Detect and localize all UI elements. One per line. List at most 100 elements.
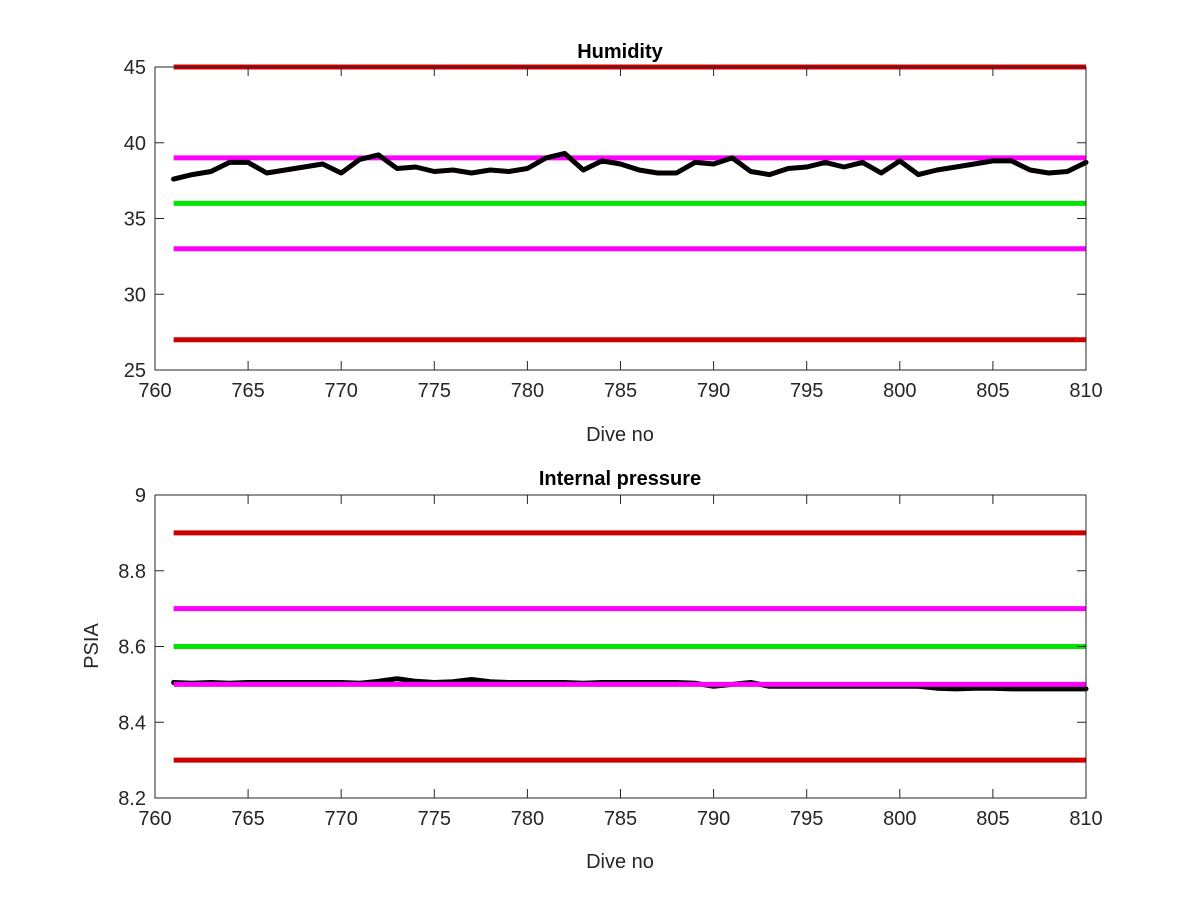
internal-pressure-data-point: [395, 677, 399, 681]
internal-pressure-chart-marks: [171, 530, 1089, 763]
humidity-data-point: [600, 159, 604, 163]
humidity-data-point: [488, 168, 492, 172]
internal-pressure-y-tick-label: 8.2: [118, 788, 146, 810]
humidity-data-point: [376, 153, 380, 157]
humidity-y-tick-label: 45: [124, 57, 146, 79]
internal-pressure-x-tick-label: 785: [604, 808, 637, 830]
internal-pressure-y-tick-label: 8.8: [118, 561, 146, 583]
internal-pressure-y-tick-label: 9: [135, 485, 146, 507]
humidity-data-point: [954, 165, 958, 169]
internal-pressure-data-point: [470, 678, 473, 681]
humidity-data-point: [1047, 171, 1051, 175]
humidity-data-point: [1065, 170, 1069, 173]
humidity-data-point: [637, 168, 641, 172]
internal-pressure-x-axis-label: Dive no: [586, 851, 654, 873]
humidity-ticks: 760 765 770 775 780 785 790 795 800 805 810 25 30 35 4…: [124, 57, 1103, 402]
internal-pressure-x-tick-label: 775: [418, 808, 451, 830]
humidity-y-tick-label: 30: [124, 284, 146, 306]
humidity-data-point: [321, 162, 325, 166]
humidity-data-point: [544, 156, 548, 160]
internal-pressure-data-point: [935, 686, 939, 690]
humidity-data-point: [712, 162, 716, 166]
humidity-data-point: [693, 160, 697, 164]
humidity-data-point: [619, 162, 622, 166]
humidity-x-tick-label: 760: [138, 380, 171, 402]
humidity-x-tick-label: 775: [418, 380, 451, 402]
humidity-data-point: [395, 167, 399, 170]
humidity-data-point: [507, 170, 511, 173]
humidity-x-tick-label: 770: [325, 380, 358, 402]
humidity-data-point: [656, 171, 660, 175]
internal-pressure-data-point: [972, 686, 976, 690]
humidity-y-tick-label: 40: [124, 133, 146, 155]
internal-pressure-y-tick-label: 8.4: [118, 712, 146, 734]
humidity-data-point: [805, 165, 809, 169]
humidity-data-point: [842, 165, 846, 169]
humidity-data-point: [916, 173, 920, 177]
internal-pressure-x-tick-label: 760: [138, 808, 171, 830]
internal-pressure-y-axis-label: PSIA: [81, 623, 103, 669]
humidity-data-point: [563, 151, 567, 155]
internal-pressure-x-tick-label: 795: [790, 808, 823, 830]
humidity-data-point: [432, 170, 436, 173]
humidity-x-tick-label: 800: [883, 380, 916, 402]
humidity-x-tick-label: 795: [790, 380, 823, 402]
internal-pressure-chart-title: Internal pressure: [539, 468, 701, 490]
internal-pressure-y-tick-label: 8.6: [118, 637, 146, 659]
humidity-data-point: [358, 157, 362, 161]
humidity-x-tick-label: 785: [604, 380, 637, 402]
humidity-data-point: [302, 165, 306, 169]
humidity-x-tick-label: 790: [697, 380, 730, 402]
humidity-data-point: [190, 173, 194, 177]
humidity-data-point: [265, 171, 269, 175]
internal-pressure-data-point: [1028, 687, 1032, 691]
humidity-data-point: [228, 160, 231, 164]
humidity-data-point: [581, 168, 585, 172]
humidity-data-point: [414, 165, 418, 169]
humidity-x-tick-label: 810: [1069, 380, 1102, 402]
humidity-x-tick-label: 805: [976, 380, 1009, 402]
humidity-data-point: [209, 170, 213, 173]
humidity-x-tick-label: 780: [511, 380, 544, 402]
internal-pressure-x-tick-label: 780: [511, 808, 544, 830]
humidity-data-point: [172, 177, 176, 181]
internal-pressure-x-tick-label: 770: [325, 808, 358, 830]
humidity-y-tick-label: 35: [124, 209, 146, 231]
humidity-data-point: [470, 171, 473, 175]
internal-pressure-data-point: [954, 687, 958, 691]
internal-pressure-x-tick-label: 805: [976, 808, 1009, 830]
humidity-data-point: [935, 168, 939, 172]
internal-pressure-chart: Internal pressure 760 765 770 775 780 785 790 7…: [81, 468, 1103, 873]
internal-pressure-ticks: 760 765 770 775 780 785 790 795 800 805 810 8.2 8.4 8…: [118, 485, 1103, 830]
humidity-data-point: [1010, 159, 1013, 163]
humidity-data-point: [730, 156, 734, 160]
humidity-data-point: [451, 168, 455, 172]
humidity-data-point: [674, 171, 678, 175]
humidity-y-tick-label: 25: [124, 360, 146, 382]
humidity-data-point: [786, 167, 790, 170]
humidity-data-point: [823, 160, 827, 164]
humidity-chart: Humidity 760 765 770 775 780 785 790 795 800 805 8…: [124, 41, 1103, 446]
internal-pressure-data-point: [1047, 687, 1051, 691]
humidity-data-point: [246, 160, 250, 164]
humidity-x-axis-label: Dive no: [586, 424, 654, 446]
humidity-data-point: [972, 162, 976, 166]
internal-pressure-data-point: [1010, 687, 1013, 691]
humidity-data-point: [861, 160, 865, 164]
humidity-data-point: [283, 168, 287, 172]
humidity-data-point: [898, 159, 902, 163]
internal-pressure-data-point: [1065, 687, 1069, 691]
internal-pressure-x-tick-label: 790: [697, 808, 730, 830]
humidity-data-point: [879, 171, 883, 175]
internal-pressure-x-tick-label: 765: [231, 808, 264, 830]
humidity-data-point: [991, 159, 995, 163]
humidity-data-point: [768, 173, 771, 177]
humidity-chart-title: Humidity: [577, 41, 663, 63]
humidity-series-line: [171, 150, 1089, 182]
humidity-data-point: [749, 170, 753, 173]
humidity-data-point: [525, 167, 529, 170]
humidity-data-point: [339, 171, 343, 175]
internal-pressure-x-tick-label: 800: [883, 808, 916, 830]
